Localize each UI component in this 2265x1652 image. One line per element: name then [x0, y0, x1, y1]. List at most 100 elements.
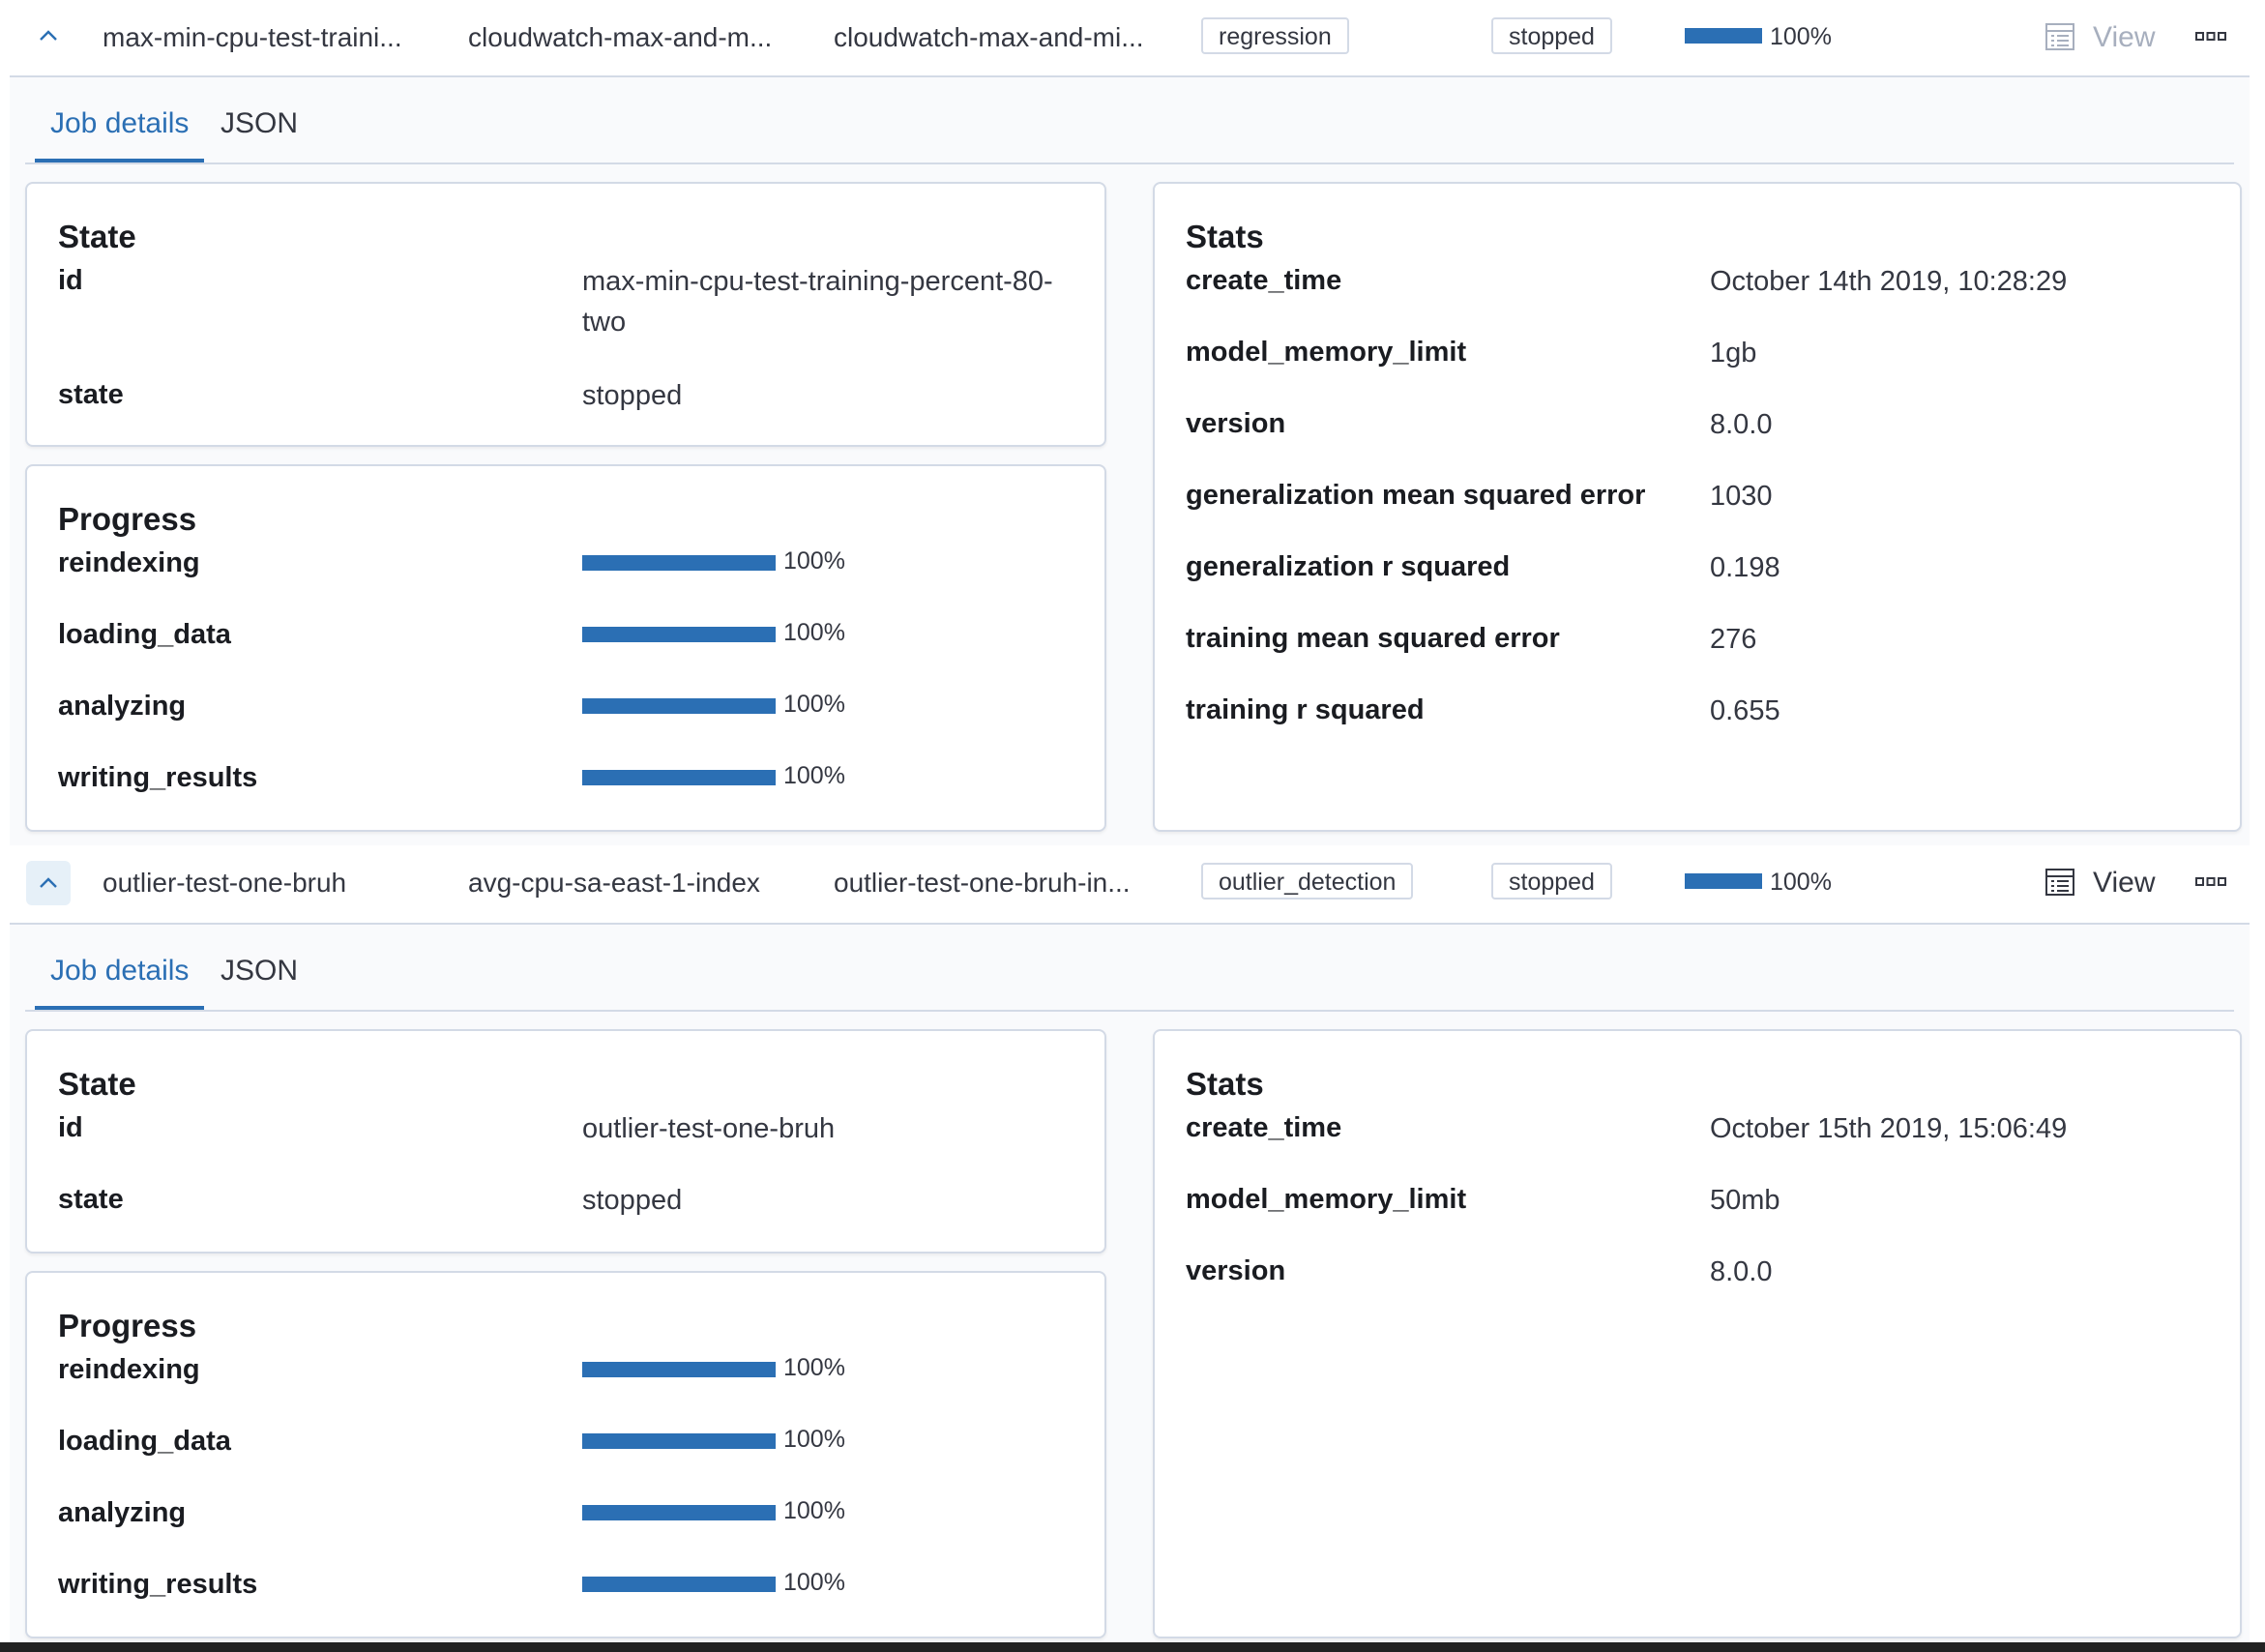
collapse-row-button[interactable]	[26, 861, 71, 905]
tab-json[interactable]: JSON	[221, 107, 299, 139]
stats-value: 0.655	[1710, 695, 1780, 726]
state-value-id: outlier-test-one-bruh	[582, 1113, 836, 1144]
job-id-cell: outlier-test-one-bruh	[103, 868, 347, 898]
progress-key: reindexing	[58, 1354, 200, 1385]
row-progress-bar	[1685, 873, 1762, 889]
stats-value: October 14th 2019, 10:28:29	[1710, 266, 2068, 297]
row-progress-label: 100%	[1770, 23, 1832, 50]
tab-bar: Job details JSON	[25, 925, 2234, 1012]
job-type-badge: outlier_detection	[1201, 863, 1414, 900]
progress-bar	[582, 770, 776, 785]
stats-key: training mean squared error	[1186, 623, 1560, 654]
row-progress-label: 100%	[1770, 869, 1832, 896]
state-panel: State id max-min-cpu-test-training-perce…	[25, 182, 1106, 447]
progress-label: 100%	[783, 547, 845, 575]
stats-title: Stats	[1186, 1066, 1264, 1102]
progress-label: 100%	[783, 1497, 845, 1524]
table-view-icon	[2045, 869, 2074, 896]
dest-index-cell: cloudwatch-max-and-mi...	[834, 22, 1144, 52]
stats-key: training r squared	[1186, 694, 1425, 725]
progress-key: loading_data	[58, 1426, 231, 1457]
progress-title: Progress	[58, 501, 197, 537]
progress-key: analyzing	[58, 1497, 187, 1528]
stats-key: create_time	[1186, 1112, 1342, 1143]
progress-bar	[582, 1433, 776, 1449]
tab-bar: Job details JSON	[25, 77, 2234, 164]
stats-title: Stats	[1186, 219, 1264, 254]
progress-bar	[582, 627, 776, 642]
progress-key: writing_results	[58, 1569, 258, 1600]
stats-value: 276	[1710, 624, 1757, 655]
job-row[interactable]: max-min-cpu-test-traini... cloudwatch-ma…	[0, 0, 2265, 75]
progress-label: 100%	[783, 619, 845, 646]
progress-panel: Progress reindexing 100% loading_data 10…	[25, 464, 1106, 832]
state-title: State	[58, 219, 136, 254]
more-dots-icon[interactable]	[2195, 872, 2226, 892]
chevron-up-icon	[40, 30, 57, 41]
job-row[interactable]: outlier-test-one-bruh avg-cpu-sa-east-1-…	[0, 845, 2265, 921]
progress-label: 100%	[783, 762, 845, 789]
progress-fill	[582, 1577, 776, 1592]
progress-fill	[582, 555, 776, 571]
progress-title: Progress	[58, 1308, 197, 1343]
progress-label: 100%	[783, 1569, 845, 1596]
table-view-icon	[2045, 23, 2074, 50]
stats-key: generalization r squared	[1186, 551, 1511, 582]
view-label: View	[2093, 867, 2156, 899]
stats-key: create_time	[1186, 265, 1342, 296]
progress-fill	[582, 1505, 776, 1520]
progress-bar	[582, 1362, 776, 1377]
stats-key: version	[1186, 1255, 1286, 1286]
progress-bar	[582, 1577, 776, 1592]
progress-label: 100%	[783, 1354, 845, 1381]
stats-key: model_memory_limit	[1186, 337, 1467, 368]
tab-job-details[interactable]: Job details	[35, 104, 205, 162]
progress-fill	[582, 1433, 776, 1449]
tab-json[interactable]: JSON	[221, 955, 299, 987]
view-label: View	[2093, 21, 2156, 53]
state-value-id: max-min-cpu-test-training-percent-80-two	[582, 266, 1053, 338]
stats-value: October 15th 2019, 15:06:49	[1710, 1113, 2068, 1144]
state-title: State	[58, 1066, 136, 1102]
progress-fill	[582, 770, 776, 785]
status-badge: stopped	[1491, 17, 1612, 54]
state-value-state: stopped	[582, 380, 683, 411]
stats-key: model_memory_limit	[1186, 1184, 1467, 1215]
progress-fill	[582, 1362, 776, 1377]
stats-value: 8.0.0	[1710, 1256, 1773, 1287]
stats-value: 50mb	[1710, 1185, 1780, 1216]
stats-key: generalization mean squared error	[1186, 480, 1646, 511]
chevron-up-icon	[40, 877, 57, 888]
progress-bar	[582, 555, 776, 571]
stats-value: 0.198	[1710, 552, 1780, 583]
job-id-cell: max-min-cpu-test-traini...	[103, 22, 402, 52]
job-details-panel: Job details JSON State id max-min-cpu-te…	[10, 75, 2250, 845]
progress-key: writing_results	[58, 762, 258, 793]
stats-panel: Stats create_time October 14th 2019, 10:…	[1153, 182, 2242, 832]
row-progress-bar	[1685, 28, 1762, 44]
progress-key: loading_data	[58, 619, 231, 650]
window-bottom-edge	[0, 1642, 2265, 1652]
state-key-state: state	[58, 379, 124, 410]
progress-bar	[582, 698, 776, 714]
more-dots-icon[interactable]	[2195, 27, 2226, 46]
job-details-panel: Job details JSON State id outlier-test-o…	[10, 923, 2250, 1644]
tab-job-details[interactable]: Job details	[35, 952, 205, 1010]
progress-fill	[582, 698, 776, 714]
stats-value: 1gb	[1710, 338, 1757, 369]
progress-key: analyzing	[58, 691, 187, 722]
stats-panel: Stats create_time October 15th 2019, 15:…	[1153, 1029, 2242, 1638]
source-index-cell: avg-cpu-sa-east-1-index	[468, 868, 760, 898]
source-index-cell: cloudwatch-max-and-m...	[468, 22, 773, 52]
progress-label: 100%	[783, 1426, 845, 1453]
progress-fill	[582, 627, 776, 642]
progress-label: 100%	[783, 691, 845, 718]
state-key-id: id	[58, 1112, 83, 1143]
state-value-state: stopped	[582, 1185, 683, 1216]
dest-index-cell: outlier-test-one-bruh-in...	[834, 868, 1131, 898]
row-progress-fill	[1685, 873, 1762, 889]
collapse-row-button[interactable]	[26, 14, 71, 58]
status-badge: stopped	[1491, 863, 1612, 900]
state-key-id: id	[58, 265, 83, 296]
progress-bar	[582, 1505, 776, 1520]
